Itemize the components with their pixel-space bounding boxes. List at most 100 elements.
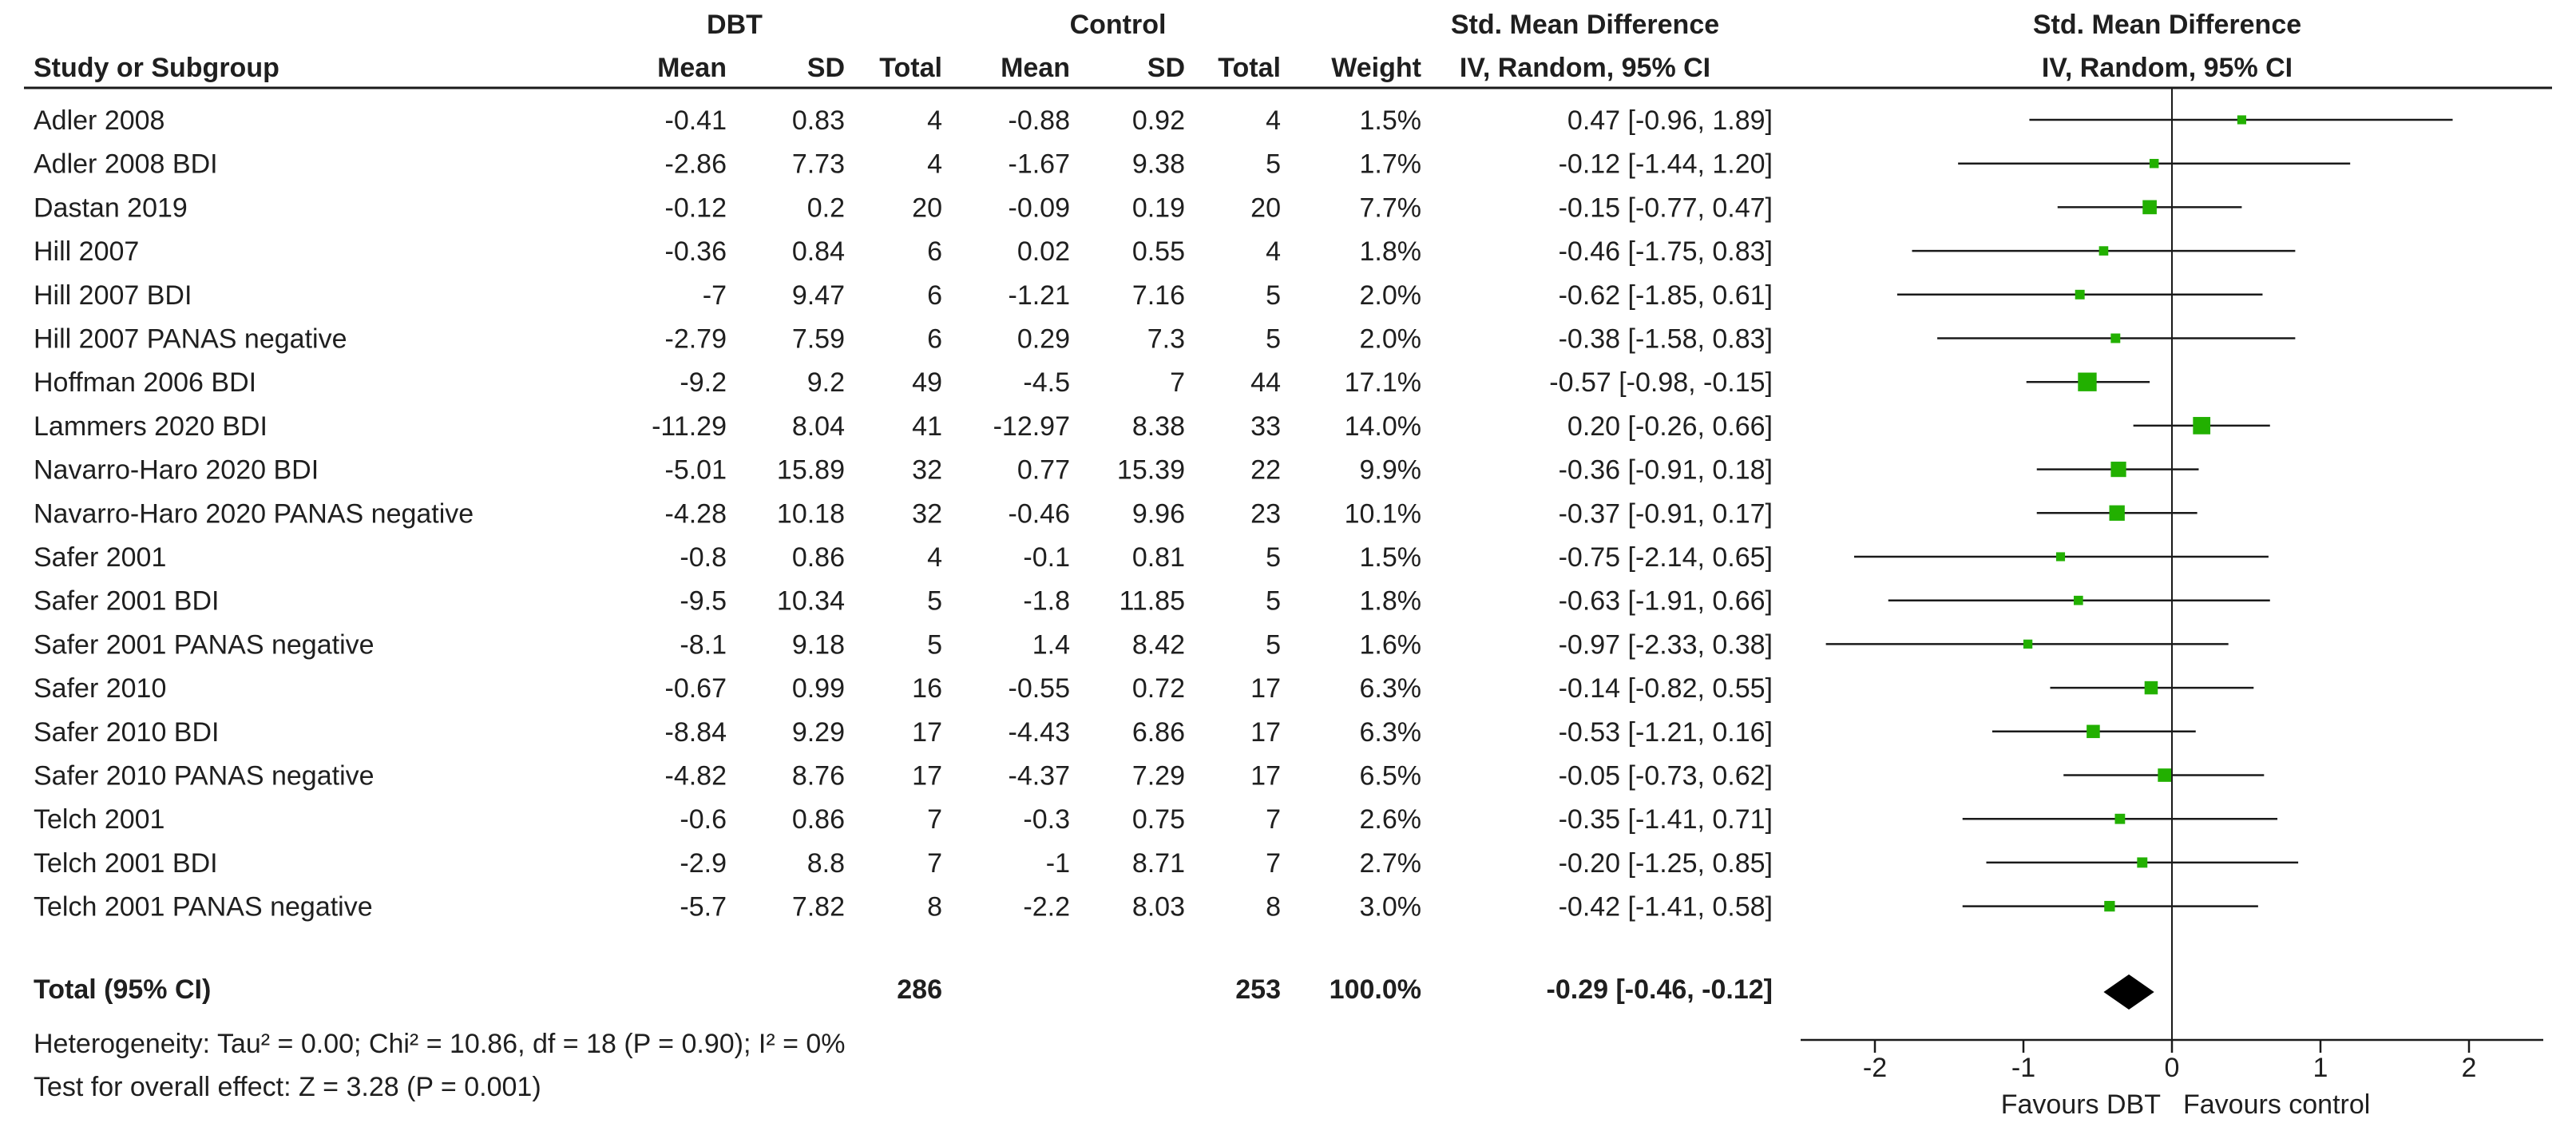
cell-sd-dbt: 9.2 [807,367,845,398]
cell-weight: 6.5% [1360,761,1422,792]
x-tick-label: 2 [2462,1053,2477,1083]
cell-mean-control: -12.97 [993,411,1070,442]
cell-weight: 3.0% [1360,892,1422,923]
cell-mean-control: 0.29 [1017,324,1070,355]
study-marker [2104,900,2115,912]
col-header-sd-dbt: SD [807,53,845,83]
cell-sd-control: 7.29 [1132,761,1185,792]
cell-total-control: 5 [1266,280,1281,311]
cell-mean-dbt: -4.82 [665,761,727,792]
cell-sd-control: 15.39 [1117,455,1185,486]
cell-weight: 2.0% [1360,324,1422,355]
study-marker [2149,158,2159,169]
cell-mean-dbt: -9.2 [680,367,727,398]
cell-total-control: 7 [1266,804,1281,835]
cell-sd-dbt: 10.34 [777,586,845,617]
cell-sd-dbt: 7.59 [792,324,845,355]
cell-sd-control: 9.38 [1132,149,1185,180]
cell-sd-dbt: 8.76 [792,761,845,792]
cell-ci: -0.62 [-1.85, 0.61] [1559,280,1773,311]
cell-total-control: 44 [1250,367,1281,398]
table-row: Telch 2001 -0.6 0.86 7 -0.3 0.75 7 2.6% -0.35 [-… [34,804,1773,835]
table-row: Hill 2007 -0.36 0.84 6 0.02 0.55 4 1.8% -0.46 [-… [34,236,1773,267]
cell-sd-dbt: 7.73 [792,149,845,180]
cell-mean-control: -1.67 [1009,149,1071,180]
cell-total-control: 22 [1250,455,1281,486]
cell-total-dbt: 5 [927,586,942,617]
table-row: Safer 2010 -0.67 0.99 16 -0.55 0.72 17 6.3% -0.1… [34,673,1773,704]
cell-mean-control: -2.2 [1023,892,1070,923]
cell-total-dbt: 8 [927,892,942,923]
cell-sd-dbt: 15.89 [777,455,845,486]
cell-total-control: 23 [1250,498,1281,529]
cell-mean-control: -4.43 [1009,717,1071,748]
cell-weight: 1.7% [1360,149,1422,180]
total-dbt: 286 [897,974,942,1005]
cell-ci: -0.15 [-0.77, 0.47] [1559,192,1773,223]
col-header-mean-dbt: Mean [657,53,727,83]
table-row: Safer 2001 PANAS negative -8.1 9.18 5 1.4 8.4… [34,629,1773,660]
favours-right-label: Favours control [2183,1089,2370,1120]
cell-total-control: 5 [1266,629,1281,660]
cell-ci: -0.20 [-1.25, 0.85] [1559,848,1773,879]
study-marker [2114,813,2126,824]
cell-study-name: Safer 2010 [34,673,166,704]
cell-sd-control: 8.38 [1132,411,1185,442]
table-row: Dastan 2019 -0.12 0.2 20 -0.09 0.19 20 7.7% -0.1… [34,192,1773,223]
cell-weight: 9.9% [1360,455,1422,486]
cell-total-dbt: 17 [912,761,942,792]
cell-sd-control: 0.72 [1132,673,1185,704]
study-marker [2109,505,2125,521]
plot-subtitle: IV, Random, 95% CI [2042,53,2293,83]
cell-total-dbt: 7 [927,804,942,835]
cell-mean-dbt: -0.6 [680,804,727,835]
group-header-control: Control [1070,10,1167,40]
cell-total-control: 4 [1266,236,1281,267]
col-header-total-dbt: Total [879,53,942,83]
cell-sd-dbt: 8.8 [807,848,845,879]
study-marker [2110,461,2126,478]
cell-study-name: Safer 2001 [34,542,166,573]
cell-study-name: Hoffman 2006 BDI [34,367,256,398]
cell-weight: 1.5% [1360,105,1422,136]
cell-sd-dbt: 0.2 [807,192,845,223]
cell-total-dbt: 17 [912,717,942,748]
cell-mean-dbt: -0.8 [680,542,727,573]
table-row: Safer 2010 BDI -8.84 9.29 17 -4.43 6.86 17 6.3%… [34,717,1773,748]
cell-weight: 1.8% [1360,586,1422,617]
cell-weight: 1.6% [1360,629,1422,660]
cell-sd-dbt: 0.83 [792,105,845,136]
cell-mean-control: -1.8 [1023,586,1070,617]
col-header-study: Study or Subgroup [34,53,279,83]
cell-sd-control: 6.86 [1132,717,1185,748]
total-control: 253 [1235,974,1281,1005]
cell-mean-dbt: -9.5 [680,586,727,617]
cell-study-name: Adler 2008 [34,105,164,136]
cell-mean-control: -0.88 [1009,105,1071,136]
cell-total-dbt: 4 [927,542,942,573]
cell-total-control: 5 [1266,324,1281,355]
cell-weight: 2.0% [1360,280,1422,311]
cell-study-name: Safer 2001 BDI [34,586,219,617]
group-header-effect-table: Std. Mean Difference [1451,10,1719,40]
cell-total-control: 5 [1266,149,1281,180]
cell-total-control: 8 [1266,892,1281,923]
study-marker [2193,417,2211,435]
cell-total-control: 17 [1250,717,1281,748]
table-row: Adler 2008 BDI -2.86 7.73 4 -1.67 9.38 5 1.7% -0… [34,149,1773,180]
cell-sd-control: 8.42 [1132,629,1185,660]
cell-ci: -0.35 [-1.41, 0.71] [1559,804,1773,835]
cell-total-dbt: 16 [912,673,942,704]
cell-mean-control: -0.46 [1009,498,1071,529]
pooled-diamond [2103,974,2154,1010]
x-tick-label: -2 [1863,1053,1887,1083]
x-tick-label: -1 [2011,1053,2035,1083]
cell-total-dbt: 20 [912,192,942,223]
cell-mean-dbt: -7 [703,280,727,311]
cell-total-dbt: 49 [912,367,942,398]
cell-weight: 2.6% [1360,804,1422,835]
cell-study-name: Lammers 2020 BDI [34,411,268,442]
cell-mean-dbt: -2.86 [665,149,727,180]
cell-study-name: Safer 2010 PANAS negative [34,761,375,792]
cell-study-name: Adler 2008 BDI [34,149,218,180]
